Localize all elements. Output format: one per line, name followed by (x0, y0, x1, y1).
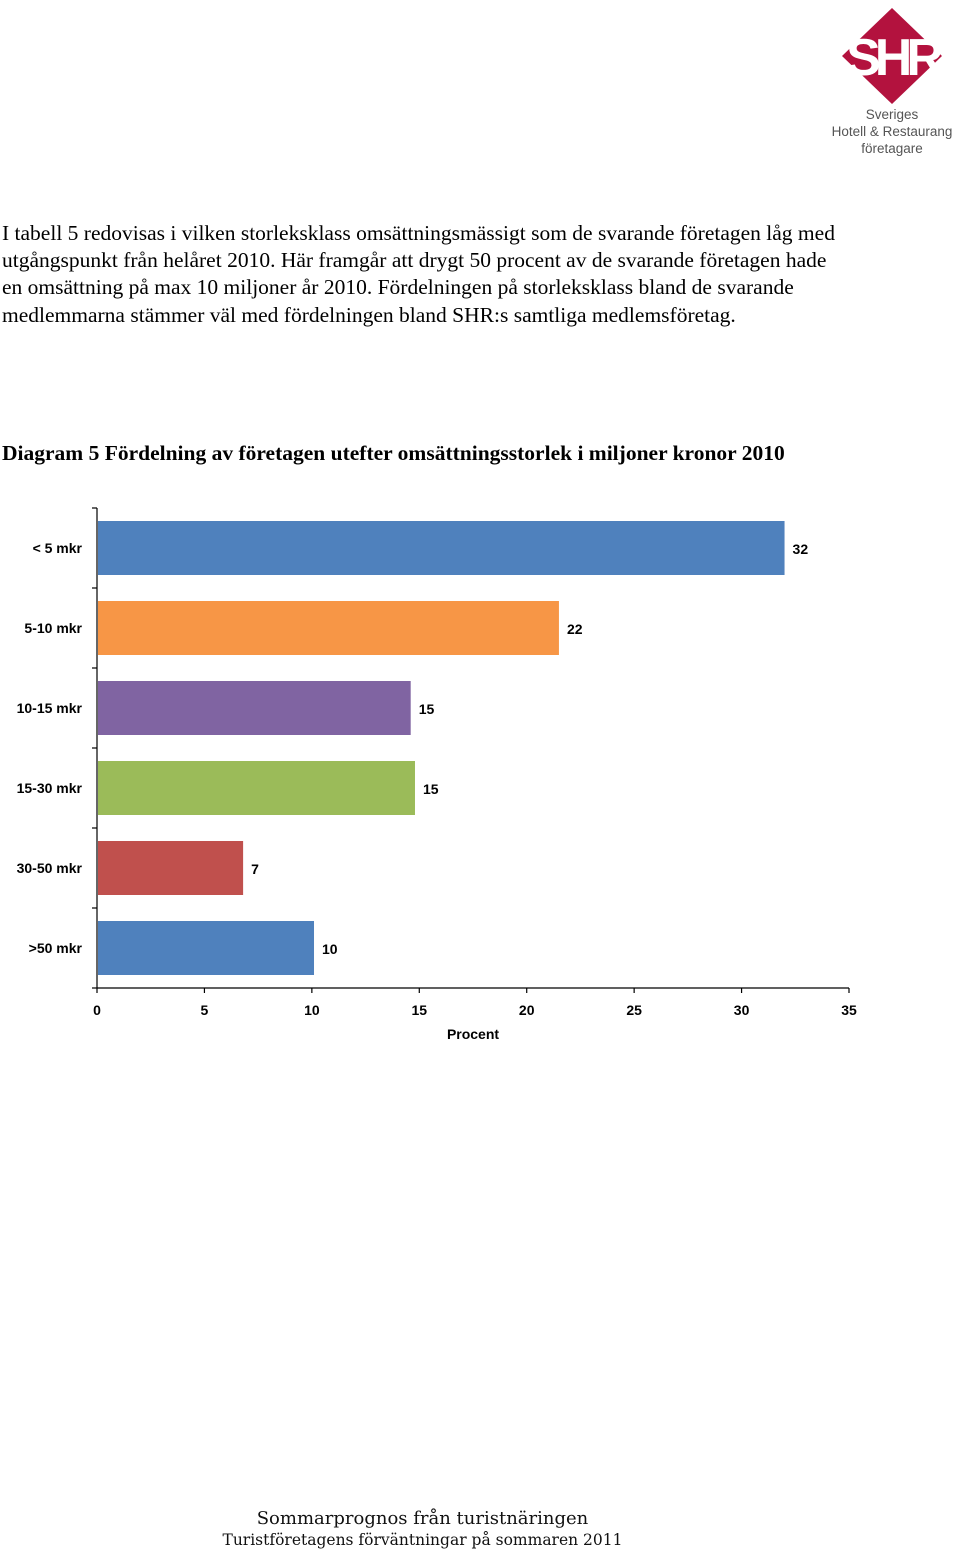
shr-logo: SHR Sveriges Hotell & Restaurang företag… (826, 4, 958, 160)
bar (98, 921, 315, 975)
x-tick-label: 10 (304, 1002, 320, 1018)
bar (98, 521, 785, 575)
bar (98, 601, 559, 655)
x-tick-label: 35 (841, 1002, 857, 1018)
value-label: 15 (423, 781, 439, 797)
x-tick-label: 5 (201, 1002, 209, 1018)
intro-paragraph: I tabell 5 redovisas i vilken storlekskl… (2, 221, 835, 327)
value-label: 22 (567, 621, 583, 637)
x-tick-label: 0 (93, 1002, 101, 1018)
logo-line-2: Hotell & Restaurang (831, 124, 953, 139)
value-label: 15 (419, 701, 435, 717)
bar (98, 761, 415, 815)
value-label: 32 (793, 541, 809, 557)
value-label: 10 (322, 941, 338, 957)
x-tick-label: 15 (411, 1002, 427, 1018)
shr-logo-mark: SHR (842, 8, 949, 104)
bar (98, 841, 244, 895)
bar (98, 681, 411, 735)
category-label: 15-30 mkr (17, 780, 83, 796)
value-label: 7 (251, 861, 259, 877)
x-tick-label: 25 (626, 1002, 642, 1018)
logo-line-1: Sveriges (865, 107, 919, 122)
logo-line-3: företagare (861, 141, 923, 156)
category-label: < 5 mkr (33, 540, 83, 556)
footer-title: Sommarprognos från turistnäringen (256, 1508, 589, 1529)
category-label: 10-15 mkr (17, 700, 83, 716)
x-axis-title: Procent (447, 1026, 499, 1042)
diagram-title: Diagram 5 Fördelning av företagen utefte… (2, 441, 785, 465)
category-label: >50 mkr (29, 940, 83, 956)
category-label: 5-10 mkr (24, 620, 82, 636)
x-tick-label: 20 (519, 1002, 535, 1018)
category-label: 30-50 mkr (17, 860, 83, 876)
footer-subtitle: Turistföretagens förväntningar på sommar… (222, 1531, 623, 1549)
svg-text:SHR: SHR (846, 29, 943, 87)
bar-chart: < 5 mkr 32 5-10 mkr 22 10-15 mkr 15 15-30 mkr 1… (17, 507, 857, 1042)
x-tick-label: 30 (734, 1002, 750, 1018)
